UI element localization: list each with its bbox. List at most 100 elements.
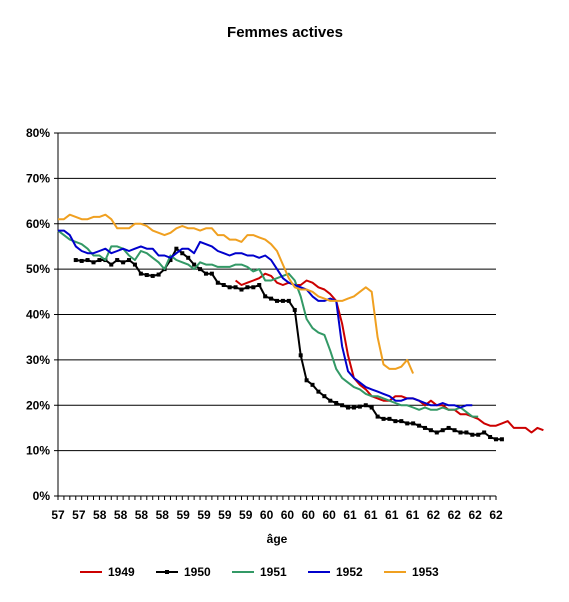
x-tick-label: 61 — [343, 508, 357, 522]
x-tick-label: 58 — [156, 508, 170, 522]
legend-label: 1951 — [260, 565, 287, 579]
data-point — [298, 353, 303, 358]
data-point — [257, 283, 262, 288]
x-tick-label: 58 — [135, 508, 149, 522]
x-tick-label: 57 — [51, 508, 65, 522]
data-point — [488, 435, 493, 440]
legend-marker — [165, 570, 169, 574]
series-line-1953 — [58, 213, 415, 374]
x-tick-label: 62 — [489, 508, 503, 522]
data-point — [417, 423, 422, 428]
data-point — [269, 296, 274, 301]
y-tick-label: 30% — [26, 353, 50, 367]
data-point — [280, 298, 285, 303]
data-point — [393, 419, 398, 424]
data-point — [150, 273, 155, 278]
series-1949 — [234, 272, 544, 434]
gridlines — [58, 132, 496, 452]
x-tick-label: 61 — [364, 508, 378, 522]
series-line-1951 — [57, 229, 479, 418]
data-point — [369, 405, 374, 410]
data-point — [470, 432, 475, 437]
data-point — [245, 285, 250, 290]
y-tick-label: 20% — [26, 398, 50, 412]
data-point — [251, 285, 256, 290]
data-point — [227, 285, 232, 290]
x-tick-label: 61 — [385, 508, 399, 522]
x-tick-label: 57 — [72, 508, 86, 522]
series-1950 — [73, 246, 504, 442]
data-point — [275, 298, 279, 303]
x-tick-label: 62 — [427, 508, 441, 522]
y-axis-ticks: 0% 10% 20% 30% 40% 50% 60% 70% 80% — [26, 126, 58, 503]
y-tick-label: 80% — [26, 126, 50, 140]
data-point — [127, 258, 132, 263]
data-point — [79, 258, 84, 263]
x-tick-label: 60 — [322, 508, 336, 522]
x-tick-label: 58 — [93, 508, 107, 522]
series-1951 — [57, 229, 479, 418]
data-point — [440, 428, 445, 433]
data-point — [452, 428, 457, 433]
data-point — [363, 403, 368, 408]
x-tick-label: 62 — [448, 508, 462, 522]
data-point — [351, 405, 356, 410]
data-point — [346, 405, 351, 410]
data-point — [286, 298, 291, 303]
data-point — [292, 307, 297, 312]
data-point — [494, 437, 498, 442]
data-point — [180, 251, 185, 256]
data-point — [91, 260, 96, 265]
series-line-1952 — [58, 229, 473, 409]
data-point — [132, 262, 137, 267]
data-point — [156, 272, 161, 277]
legend-item-1952: 1952 — [308, 565, 363, 579]
chart-title: Femmes actives — [227, 24, 343, 41]
x-tick-label: 59 — [197, 508, 211, 522]
y-tick-label: 50% — [26, 262, 50, 276]
data-point — [434, 430, 439, 435]
x-tick-label: 59 — [239, 508, 253, 522]
legend-item-1951: 1951 — [232, 565, 287, 579]
axes — [57, 133, 496, 497]
data-point — [428, 428, 433, 433]
legend-label: 1950 — [184, 565, 211, 579]
legend-item-1949: 1949 — [80, 565, 135, 579]
data-point — [499, 437, 504, 442]
data-point — [203, 271, 208, 276]
legend-item-1953: 1953 — [384, 565, 439, 579]
data-point — [85, 258, 90, 263]
data-point — [399, 419, 404, 424]
data-point — [215, 280, 220, 285]
data-point — [405, 421, 410, 426]
data-point — [328, 398, 333, 403]
data-point — [97, 258, 102, 263]
data-point — [121, 260, 126, 265]
series-1952 — [58, 229, 473, 409]
x-tick-label: 60 — [260, 508, 274, 522]
data-point — [221, 283, 226, 288]
x-tick-label: 61 — [406, 508, 420, 522]
data-point — [316, 389, 321, 394]
legend-label: 1949 — [108, 565, 135, 579]
data-point — [168, 258, 173, 263]
data-point — [411, 421, 416, 426]
x-tick-label: 59 — [176, 508, 190, 522]
series-1953 — [58, 213, 415, 374]
data-point — [198, 267, 203, 272]
series-line-1949 — [234, 272, 544, 434]
y-tick-label: 0% — [33, 489, 51, 503]
x-tick-label: 59 — [218, 508, 232, 522]
data-point — [115, 258, 120, 263]
legend-item-1950: 1950 — [156, 565, 211, 579]
data-point — [109, 262, 114, 267]
data-point — [340, 403, 345, 408]
data-point — [239, 287, 244, 292]
legend-label: 1953 — [412, 565, 439, 579]
legend: 1949 1950 1951 1952 1953 — [80, 565, 439, 579]
y-tick-label: 60% — [26, 217, 50, 231]
data-point — [73, 258, 78, 263]
legend-label: 1952 — [336, 565, 363, 579]
y-tick-label: 70% — [26, 171, 50, 185]
